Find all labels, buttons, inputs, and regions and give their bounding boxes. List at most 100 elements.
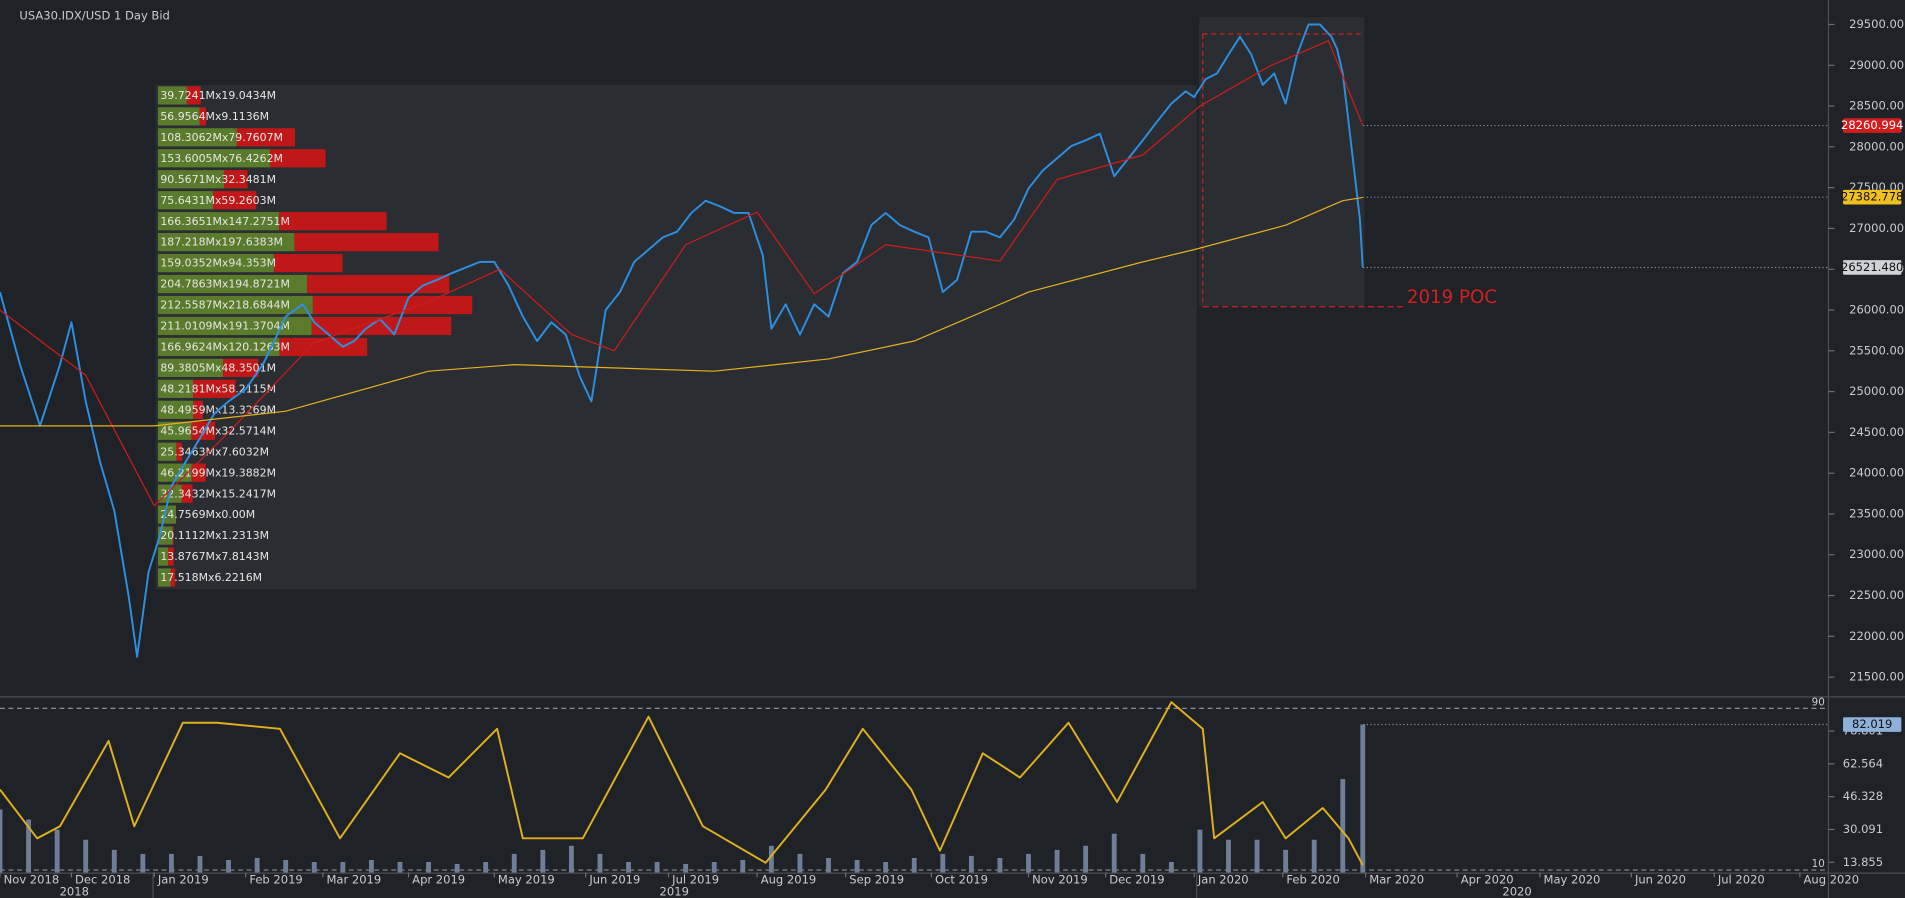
x-tick-label: May 2020 bbox=[1544, 872, 1601, 886]
profile-buy-bar bbox=[157, 295, 313, 315]
x-tick-label: Sep 2019 bbox=[849, 872, 904, 886]
volume-bar bbox=[626, 861, 631, 873]
volume-bar bbox=[1283, 849, 1289, 873]
y-tick-label: 24000.00 bbox=[1849, 466, 1904, 480]
profile-label: 46.2199Mx19.3882M bbox=[160, 466, 276, 479]
volume-bar bbox=[1311, 839, 1317, 873]
x-tick-label: Dec 2019 bbox=[1109, 872, 1164, 886]
y-tick-label: 25000.00 bbox=[1849, 384, 1904, 398]
volume-bar bbox=[511, 853, 517, 873]
volume-bar bbox=[1254, 839, 1260, 873]
volume-bar bbox=[854, 859, 860, 873]
volume-bar bbox=[940, 853, 946, 873]
y-tick-label: 23000.00 bbox=[1849, 547, 1904, 561]
volume-bar bbox=[1340, 779, 1346, 873]
profile-buy-bar bbox=[157, 253, 274, 273]
price-tag-label: 82.019 bbox=[1852, 717, 1892, 731]
x-tick-label: Jul 2020 bbox=[1717, 872, 1765, 886]
profile-label: 39.7241Mx19.0434M bbox=[160, 89, 276, 102]
volume-bar bbox=[26, 819, 31, 873]
profile-sell-bar bbox=[307, 274, 450, 294]
profile-sell-bar bbox=[170, 568, 176, 587]
profile-label: 153.6005Mx76.4262M bbox=[160, 152, 283, 165]
volume-bar bbox=[340, 861, 346, 873]
profile-label: 187.218Mx197.6383M bbox=[160, 236, 283, 249]
x-tick-label: Mar 2019 bbox=[326, 872, 381, 886]
profile-buy-bar bbox=[157, 149, 270, 168]
indicator-line bbox=[0, 196, 1363, 427]
profile-label: 17.518Mx6.2216M bbox=[160, 571, 262, 584]
year-label: 2020 bbox=[1502, 884, 1531, 898]
profile-label: 166.9624Mx120.1263M bbox=[160, 341, 290, 354]
profile-buy-bar bbox=[157, 233, 295, 252]
profile-buy-bar bbox=[157, 170, 224, 189]
profile-sell-bar bbox=[176, 442, 182, 461]
price-tag bbox=[1843, 717, 1902, 732]
volume-bar bbox=[1360, 724, 1366, 873]
price-tag bbox=[1843, 118, 1902, 133]
volume-bar bbox=[254, 857, 260, 873]
profile-sell-bar bbox=[279, 212, 387, 231]
x-tick-label: Jun 2019 bbox=[588, 872, 640, 886]
volume-bar bbox=[454, 863, 460, 873]
profile-label: 13.8767Mx7.8143M bbox=[160, 550, 269, 563]
volume-bar bbox=[1111, 833, 1117, 873]
y-tick-label: 28500.00 bbox=[1849, 99, 1904, 113]
volume-bar bbox=[797, 853, 803, 873]
volume-bar bbox=[1226, 839, 1231, 873]
level-label: 90 bbox=[1812, 696, 1825, 708]
x-tick-label: Aug 2020 bbox=[1804, 872, 1860, 886]
profile-buy-bar bbox=[157, 358, 224, 378]
y-tick-label: 29000.00 bbox=[1849, 58, 1904, 72]
volume-bar bbox=[568, 845, 574, 873]
profile-label: 89.3805Mx48.3501M bbox=[160, 361, 276, 374]
profile-label: 204.7863Mx194.8721M bbox=[160, 278, 290, 291]
volume-bar bbox=[740, 859, 746, 873]
volume-bar bbox=[111, 849, 117, 873]
volume-bar bbox=[1140, 853, 1146, 873]
profile-buy-bar bbox=[157, 547, 169, 566]
profile-sell-bar bbox=[168, 547, 174, 566]
profile-label: 211.0109Mx191.3704M bbox=[160, 320, 290, 333]
y-tick-label: 21500.00 bbox=[1849, 670, 1904, 684]
profile-sell-bar bbox=[186, 86, 201, 105]
volume-bar bbox=[597, 853, 603, 873]
price-tag-label: 28260.994 bbox=[1841, 118, 1903, 132]
volume-bar bbox=[140, 853, 146, 873]
volume-bar bbox=[711, 861, 717, 873]
volume-bar bbox=[968, 855, 974, 873]
y-tick-label: 62.564 bbox=[1843, 756, 1883, 770]
x-tick-label: Feb 2020 bbox=[1286, 872, 1339, 886]
volume-bar bbox=[168, 853, 174, 873]
y-tick-label: 22500.00 bbox=[1849, 588, 1904, 602]
profile-label: 48.2181Mx58.2115M bbox=[160, 382, 276, 395]
profile-sell-bar bbox=[223, 358, 259, 378]
price-tag-label: 26521.480 bbox=[1841, 260, 1903, 274]
profile-label: 24.7569Mx0.00M bbox=[160, 508, 255, 521]
volume-bar bbox=[1083, 845, 1089, 873]
volume-bar bbox=[54, 829, 60, 873]
y-tick-label: 28000.00 bbox=[1849, 139, 1904, 153]
volume-bar bbox=[0, 809, 3, 873]
profile-sell-bar bbox=[172, 526, 174, 545]
y-tick-label: 30.091 bbox=[1843, 822, 1883, 836]
volume-bar bbox=[826, 857, 831, 873]
x-tick-label: Jan 2020 bbox=[1197, 872, 1249, 886]
profile-label: 56.9564Mx9.1136M bbox=[160, 110, 269, 123]
volume-bar bbox=[397, 861, 403, 873]
chart-content: 21500.00 22000.00 22500.00 23000.00 23500.00… bbox=[0, 17, 1904, 898]
y-tick-label: 24500.00 bbox=[1849, 425, 1904, 439]
x-tick-label: Dec 2018 bbox=[75, 872, 130, 886]
x-tick-label: Jan 2019 bbox=[157, 872, 209, 886]
profile-buy-bar bbox=[157, 337, 280, 357]
poc-label: 2019 POC bbox=[1407, 287, 1497, 308]
x-tick-label: Mar 2020 bbox=[1369, 872, 1424, 886]
x-tick-label: Nov 2019 bbox=[1032, 872, 1088, 886]
y-tick-label: 27000.00 bbox=[1849, 221, 1904, 235]
indicator-line bbox=[0, 40, 1364, 507]
x-tick-label: Apr 2019 bbox=[412, 872, 465, 886]
x-tick-label: Nov 2018 bbox=[4, 872, 60, 886]
volume-bar bbox=[283, 859, 289, 873]
